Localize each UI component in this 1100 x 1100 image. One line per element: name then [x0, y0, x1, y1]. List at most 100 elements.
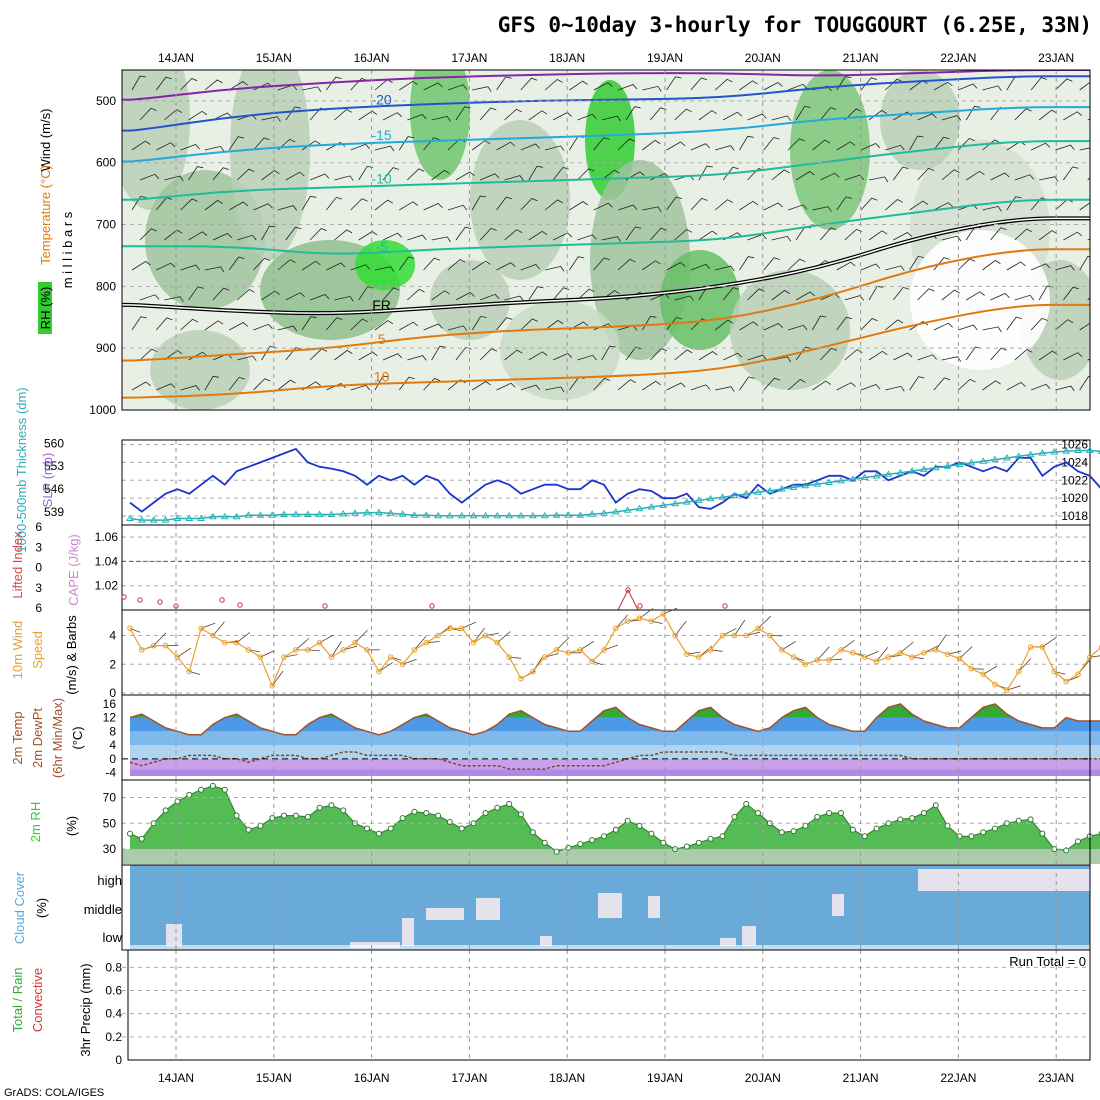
wind-barb [447, 325, 468, 331]
thickness-point [197, 514, 205, 521]
wind-barb [504, 229, 523, 241]
wind-barb [471, 195, 487, 211]
rh-shade-area [790, 70, 870, 230]
wind-barb [625, 346, 642, 361]
wind10m-point [127, 625, 133, 632]
wind-barb [569, 80, 588, 91]
wind10m-barb [817, 646, 830, 661]
rh-point [541, 839, 548, 846]
wind-barb [982, 205, 1002, 212]
li-point [157, 599, 163, 605]
isotherm--5 [122, 198, 1090, 255]
wind-barb [229, 201, 249, 211]
cloud-gap [402, 918, 414, 946]
wind-barb [301, 140, 321, 151]
wind-barb [1079, 376, 1090, 391]
wind-barb [1055, 78, 1073, 91]
wind-barb [860, 384, 881, 391]
rh-point [482, 810, 489, 816]
rh-units-label: (%) [64, 816, 79, 836]
wind10m-point [589, 658, 595, 665]
wind10m-point [1004, 687, 1010, 693]
thickness-point [943, 462, 952, 469]
wind-barb [1055, 319, 1074, 331]
rh-point [743, 800, 750, 807]
rh-point [245, 826, 252, 833]
rh-point [612, 826, 619, 833]
thickness-point [540, 511, 549, 519]
wind10m-speed-label: Speed [30, 631, 45, 669]
wind10m-label: 10m Wind [10, 621, 25, 680]
cape-axis-label: CAPE (J/kg) [66, 534, 81, 606]
cloud-gap [598, 893, 622, 918]
wind10m-point [376, 668, 382, 675]
date-label-20JAN: 20JAN [745, 51, 781, 65]
wind10m-point [909, 654, 915, 660]
wind10m-point [340, 647, 347, 653]
wind-barb [820, 172, 840, 181]
wind10m-speed-line [129, 613, 1100, 691]
date-label-17JAN: 17JAN [451, 51, 487, 65]
wind-barb [431, 345, 446, 361]
wind10m-point [186, 668, 193, 675]
thickness-point [505, 511, 514, 519]
wind-barb [326, 76, 342, 91]
thickness-tick-546: 546 [44, 482, 64, 496]
rh-shade-area [410, 70, 470, 180]
isotherm-5 [122, 248, 1090, 362]
wind-barb [909, 376, 925, 391]
thickness-tick-539: 539 [44, 505, 64, 519]
wind-barb [1030, 77, 1048, 91]
rh-area [130, 785, 1100, 852]
wind-barb [787, 83, 808, 91]
wind-barb [423, 378, 441, 391]
wind-barb [1006, 196, 1022, 211]
wind-barb [941, 356, 962, 362]
wind-barb [990, 227, 1007, 241]
rh-point [281, 812, 287, 819]
thickness-point [576, 511, 585, 518]
li-point [237, 602, 243, 608]
rh-point [719, 833, 726, 840]
pressure-tick-1000: 1000 [89, 403, 116, 417]
thickness-point [1062, 447, 1071, 454]
wind-barb [674, 229, 693, 241]
wind-barb [763, 82, 783, 91]
wind-barb [334, 349, 353, 361]
wind-barb [917, 354, 937, 361]
li-point [625, 587, 631, 593]
wind10m-barb [757, 616, 771, 629]
date-label-18JAN: 18JAN [549, 51, 585, 65]
rh-point [838, 810, 844, 816]
wind-barb [723, 352, 743, 361]
wind10m-point [150, 642, 157, 649]
wind-barb [309, 173, 330, 181]
wind-barb [253, 323, 273, 331]
date-label-14JAN: 14JAN [158, 51, 194, 65]
wind-barb [982, 139, 1001, 151]
wind-barb [1038, 109, 1058, 121]
upper-air-panel: -20 -15 -10 -5 FR 5 10 500 600 700 800 900 1000 m i l… [38, 69, 1091, 417]
thickness-point [434, 511, 442, 519]
wind-barb [787, 138, 806, 151]
pressure-tick-600: 600 [96, 156, 116, 170]
rh-point [553, 848, 560, 855]
wind-barb [528, 110, 548, 121]
rh-point [873, 825, 880, 832]
wind-barb [455, 292, 475, 301]
wind-barb [131, 75, 146, 91]
wind10m-point [826, 657, 832, 663]
thickness-point [220, 512, 229, 520]
wind-barb [285, 171, 305, 181]
wind10m-point [316, 639, 323, 646]
wind-barb [164, 175, 184, 182]
rh-tick-70: 70 [103, 790, 117, 804]
date-label-21JAN: 21JAN [843, 1071, 879, 1085]
rh-point [340, 807, 347, 814]
wind-barb [698, 110, 718, 121]
wind-barb [350, 143, 370, 151]
thickness-point [410, 511, 419, 518]
wind10m-point [411, 647, 418, 653]
wind-barb [520, 264, 541, 271]
panel-frame [121, 524, 1091, 611]
